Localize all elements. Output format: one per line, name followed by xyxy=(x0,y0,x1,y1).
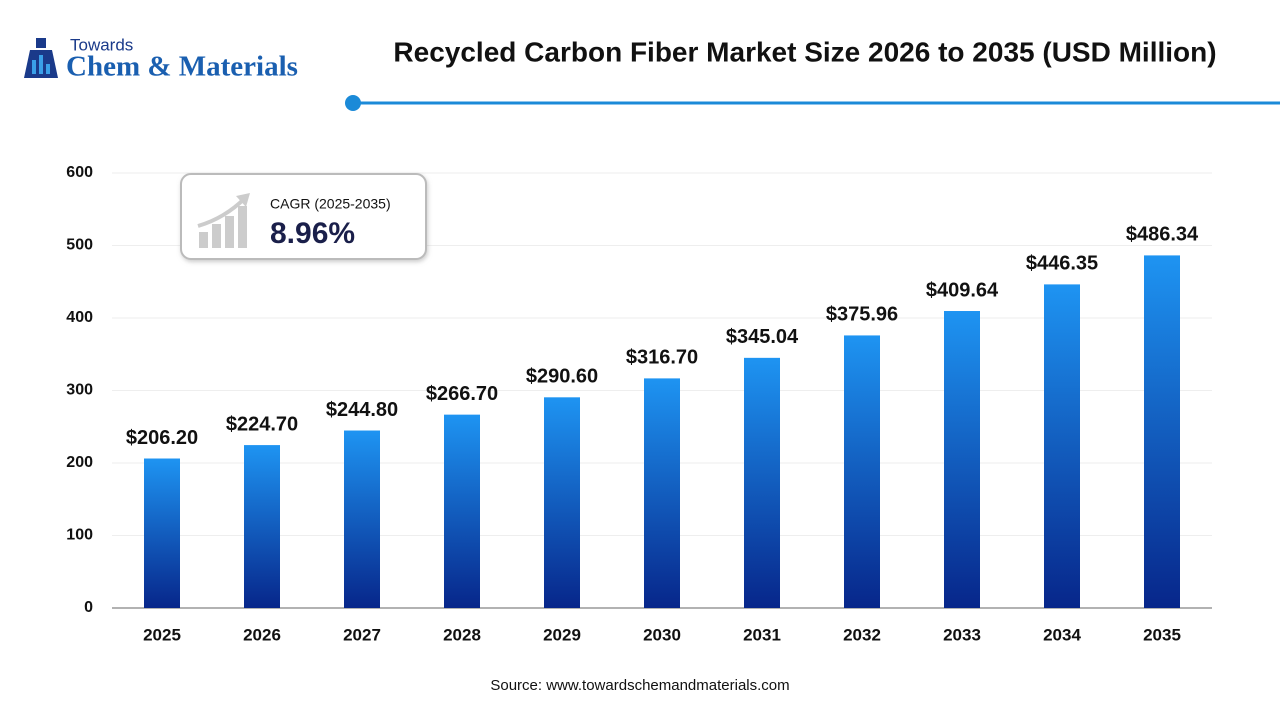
y-tick-label: 400 xyxy=(66,309,93,326)
bar xyxy=(644,378,680,608)
x-tick-label: 2035 xyxy=(1143,625,1181,644)
y-tick-label: 600 xyxy=(66,164,93,181)
value-label: $446.35 xyxy=(1026,253,1098,275)
x-tick-label: 2031 xyxy=(743,625,781,644)
value-label: $266.70 xyxy=(426,383,498,405)
source: Source: www.towardschemandmaterials.com xyxy=(490,677,789,694)
title-rule-dot xyxy=(345,95,361,111)
bar xyxy=(344,430,380,608)
value-label: $224.70 xyxy=(226,413,298,435)
value-label: $486.34 xyxy=(1126,224,1199,246)
bar xyxy=(244,445,280,608)
bar xyxy=(144,458,180,608)
value-label: $316.70 xyxy=(626,347,698,369)
cagr-value: 8.96% xyxy=(270,217,355,250)
bar xyxy=(744,357,780,608)
bar xyxy=(1044,284,1080,608)
value-label: $244.80 xyxy=(326,399,398,421)
x-tick-label: 2030 xyxy=(643,625,681,644)
value-label: $345.04 xyxy=(726,326,799,348)
x-tick-label: 2032 xyxy=(843,625,881,644)
y-tick-label: 100 xyxy=(66,527,93,544)
plot: 0 100 200 300 400 500 600 2025 $206.20 2026 $224.7… xyxy=(66,164,1212,644)
y-tick-label: 200 xyxy=(66,454,93,471)
x-tick-label: 2025 xyxy=(143,625,181,644)
bar xyxy=(1144,255,1180,608)
bar xyxy=(844,335,880,608)
chart-title: Recycled Carbon Fiber Market Size 2026 t… xyxy=(393,36,1216,67)
x-tick-label: 2033 xyxy=(943,625,981,644)
value-label: $409.64 xyxy=(926,279,999,301)
bar xyxy=(944,311,980,608)
y-tick-label: 300 xyxy=(66,382,93,399)
x-tick-label: 2029 xyxy=(543,625,581,644)
logo-line2: Chem & Materials xyxy=(66,51,298,83)
y-tick-label: 500 xyxy=(66,237,93,254)
bar xyxy=(544,397,580,608)
value-label: $206.20 xyxy=(126,427,198,449)
y-tick-label: 0 xyxy=(84,599,93,616)
bar xyxy=(444,414,480,608)
x-tick-label: 2034 xyxy=(1043,625,1081,644)
logo: Towards Chem & Materials xyxy=(24,35,298,83)
value-label: $375.96 xyxy=(826,304,898,326)
cagr-label: CAGR (2025-2035) xyxy=(270,196,391,212)
value-label: $290.60 xyxy=(526,366,598,388)
cagr-box: CAGR (2025-2035) 8.96% xyxy=(180,173,427,260)
x-tick-label: 2026 xyxy=(243,625,281,644)
logo-line1: Towards xyxy=(70,35,133,54)
x-tick-label: 2027 xyxy=(343,625,381,644)
x-tick-label: 2028 xyxy=(443,625,481,644)
